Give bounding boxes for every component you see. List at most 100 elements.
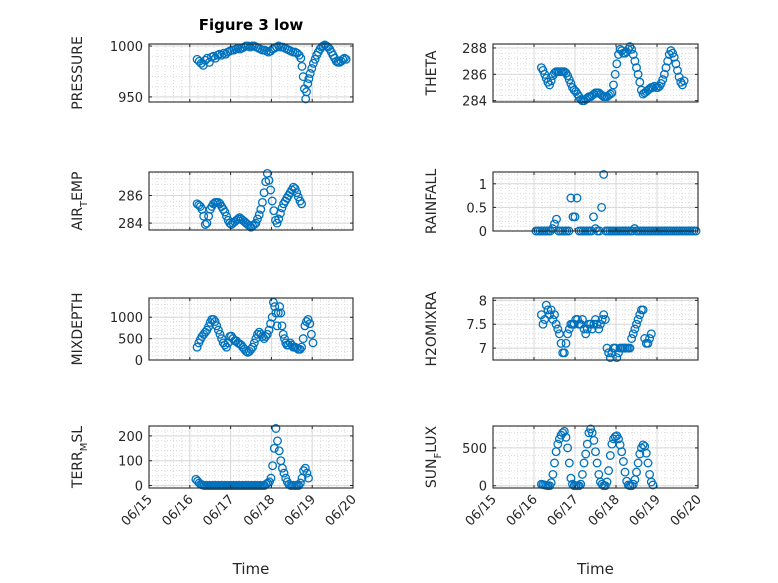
data-point [253, 214, 262, 224]
data-point [264, 325, 274, 335]
subplot-6: 7 7.5 8 H2OMIXRA [424, 291, 699, 367]
data-point [297, 199, 307, 209]
data-point [303, 79, 313, 89]
data-point [306, 329, 316, 339]
axes-box [148, 297, 354, 361]
data-point [276, 308, 286, 318]
axes-box [492, 43, 699, 103]
data-point [638, 440, 648, 450]
figure-title: Figure 3 low [199, 16, 304, 34]
data-point [677, 80, 687, 90]
data-point [679, 76, 689, 86]
x-tick-label: 06/15 [119, 492, 156, 529]
data-point [599, 310, 609, 320]
axes-box [492, 425, 699, 489]
data-point [307, 63, 317, 73]
data-point [550, 219, 559, 229]
data-point [646, 329, 656, 339]
data-point [612, 353, 622, 363]
y-tick-label: 288 [462, 42, 487, 57]
data-point [633, 315, 643, 324]
data-point [604, 348, 614, 358]
x-tick-label: 06/19 [627, 492, 664, 529]
y-tick-label: 500 [462, 442, 487, 457]
data-point [566, 473, 576, 483]
data-point [300, 463, 310, 473]
data-point [563, 71, 573, 81]
data-point [620, 467, 630, 477]
data-point [577, 315, 587, 324]
data-point [572, 193, 582, 203]
data-point [656, 79, 666, 88]
subplot-2: 284 286 288 THETA [424, 42, 699, 110]
data-point [605, 89, 615, 99]
data-point [617, 447, 627, 457]
data-point [292, 188, 302, 198]
data-point [632, 467, 641, 477]
data-point [298, 72, 308, 82]
data-point [591, 315, 600, 324]
x-tick-label: 06/18 [241, 492, 278, 529]
y-tick-label: 0.5 [466, 201, 487, 216]
data-point [659, 69, 669, 79]
y-tick-label: 0 [135, 354, 143, 369]
data-point [298, 334, 308, 344]
data-point [559, 426, 569, 436]
data-point [564, 75, 574, 85]
y-tick-label: 1 [479, 178, 487, 193]
axes-box [148, 425, 354, 489]
data-point [607, 439, 617, 449]
data-point [627, 334, 637, 343]
data-point [295, 344, 305, 354]
data-point [550, 310, 559, 320]
data-point [591, 447, 600, 457]
data-point [267, 196, 277, 206]
y-tick-label: 100 [118, 455, 143, 470]
data-point [643, 338, 653, 348]
data-point [279, 468, 289, 478]
data-point [251, 218, 261, 228]
data-point [594, 324, 604, 334]
data-point [271, 424, 281, 433]
x-axis-label: Time [232, 560, 270, 578]
subplot-4: 0 0.5 1 RAINFALL [424, 169, 701, 240]
data-point [561, 432, 571, 442]
data-point [612, 59, 622, 69]
data-point [564, 458, 574, 468]
axes-box [492, 297, 699, 361]
data-point [310, 54, 320, 64]
data-point [641, 448, 651, 458]
y-tick-label: 286 [462, 68, 487, 83]
data-point [222, 342, 231, 352]
data-point [595, 319, 605, 329]
data-point [215, 329, 225, 339]
data-point [254, 210, 264, 220]
data-point [627, 44, 637, 54]
x-tick-label: 06/16 [504, 492, 541, 529]
y-axis-label: SUNFLUX [424, 425, 444, 488]
data-point [341, 54, 351, 64]
data-point [338, 54, 348, 64]
x-tick-label: 06/17 [200, 492, 237, 529]
y-axis-label: H2OMIXRA [424, 291, 440, 366]
data-point [273, 436, 282, 446]
data-point [563, 329, 573, 339]
data-point [602, 477, 612, 487]
subplot-8: 0 500 06/15 06/16 06/17 06/18 06/19 06/20 SUNFLU… [424, 424, 705, 578]
data-point [645, 334, 655, 343]
data-point [277, 203, 287, 213]
data-point [296, 53, 306, 63]
data-point [290, 184, 300, 194]
data-point [553, 439, 563, 449]
data-point [305, 319, 315, 329]
data-point [266, 473, 276, 483]
data-point [600, 315, 610, 324]
data-point [559, 348, 569, 358]
data-point [305, 69, 315, 78]
data-point [605, 353, 615, 363]
x-tick-label: 06/20 [323, 492, 360, 529]
data-point [262, 329, 272, 339]
x-axis-label: Time [576, 560, 614, 578]
data-point [274, 214, 284, 224]
y-tick-label: 8 [479, 294, 487, 309]
